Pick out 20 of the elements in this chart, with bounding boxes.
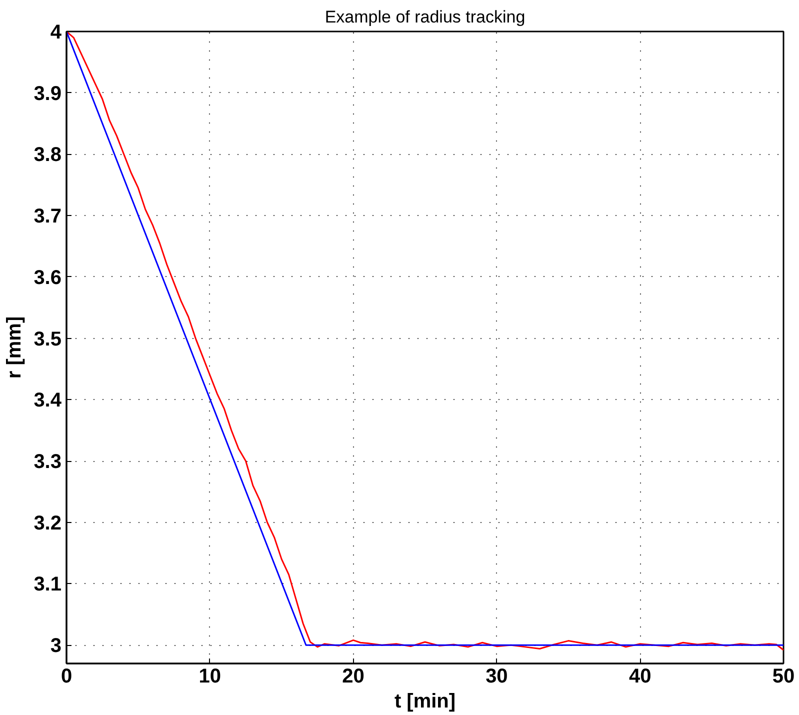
y-tick-label: 3.1: [34, 574, 62, 596]
y-tick-label: 3.9: [34, 82, 62, 105]
y-axis-title: r [mm]: [4, 316, 26, 379]
y-tick-label: 3.2: [34, 512, 62, 534]
y-tick-label: 3.7: [34, 206, 62, 228]
x-tick-label: 50: [772, 666, 795, 688]
x-tick-label: 40: [628, 666, 652, 688]
x-tick-label: 20: [342, 666, 364, 688]
y-tick-label: 3.4: [34, 390, 62, 412]
x-tick-label: 0: [60, 666, 72, 688]
x-axis-title: t [min]: [394, 690, 456, 712]
y-tick-label: 3: [50, 635, 62, 658]
y-tick-label: 3.5: [34, 328, 62, 350]
x-tick-label: 30: [486, 666, 508, 688]
x-tick-label: 10: [198, 666, 222, 688]
y-tick-label: 3.3: [34, 451, 62, 474]
chart-title: Example of radius tracking: [324, 8, 526, 26]
y-tick-label: 3.6: [34, 266, 62, 289]
y-tick-label: 4: [50, 22, 62, 44]
y-tick-label: 3.8: [34, 144, 62, 166]
